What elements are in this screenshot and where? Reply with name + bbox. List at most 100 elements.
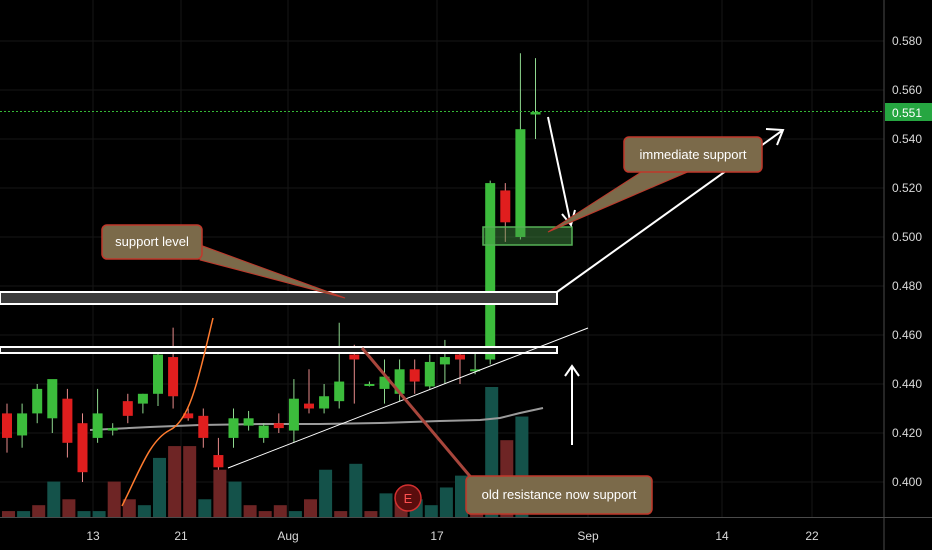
candle-body (319, 396, 330, 409)
candle-body (92, 413, 103, 438)
candle-body (47, 379, 58, 419)
volume-bar (288, 511, 302, 517)
y-tick-label: 0.580 (892, 34, 922, 48)
candle-body (228, 418, 239, 438)
candle-body (455, 354, 465, 360)
drawings (0, 116, 785, 507)
ma-path (89, 407, 544, 431)
candle-body (304, 403, 314, 409)
volume-bar (349, 463, 363, 517)
y-tick-label: 0.480 (892, 279, 922, 293)
y-tick-label: 0.520 (892, 181, 922, 195)
candle-body (122, 401, 133, 416)
y-tick-label: 0.500 (892, 230, 922, 244)
support-zone-lower (0, 346, 558, 354)
candle-body (243, 418, 254, 426)
candle-body (349, 354, 360, 360)
x-tick-label: 21 (174, 529, 188, 543)
old-resistance-box (465, 475, 653, 515)
y-tick-label: 0.400 (892, 475, 922, 489)
up-arrowhead (564, 364, 580, 377)
volume-bar (228, 481, 242, 517)
price-axis[interactable]: 0.400 0.420 0.440 0.460 0.480 0.500 0.520 0.540… (892, 34, 922, 489)
support-level-label: support level (115, 234, 189, 249)
support-zone-upper (0, 291, 558, 305)
candle-body (394, 369, 405, 394)
candle-body (379, 376, 390, 389)
volume-bar (47, 481, 61, 517)
volume-bar (243, 505, 257, 517)
candle-body (153, 354, 163, 394)
immediate-support-box (623, 136, 763, 173)
y-tick-label: 0.460 (892, 328, 922, 342)
volume-bar (32, 505, 46, 517)
projection-arrowhead (765, 128, 785, 146)
callout-old-resistance: old resistance now support (465, 475, 653, 515)
volume-bar (122, 499, 136, 517)
x-tick-label: 14 (715, 529, 729, 543)
volume-bar (2, 511, 15, 517)
candle-body (198, 415, 209, 438)
old-resistance-label: old resistance now support (482, 487, 637, 502)
candle-body (32, 388, 43, 414)
volume-bar (424, 505, 438, 517)
immediate-support-label: immediate support (640, 147, 747, 162)
volume-bar (319, 469, 333, 517)
earnings-marker[interactable]: E (394, 484, 422, 512)
candle-body (168, 357, 179, 397)
candle-body (515, 129, 526, 237)
candle-body (137, 393, 148, 404)
volume-bar (455, 475, 468, 517)
x-tick-label: 22 (805, 529, 819, 543)
candle-body (439, 357, 450, 365)
candles (2, 53, 541, 482)
last-price-box (885, 103, 932, 121)
support-level-box (101, 224, 203, 260)
volume-bar (334, 511, 348, 517)
pullback-arrow (547, 116, 572, 226)
volume-bar (198, 499, 212, 517)
volume-bar (77, 511, 91, 517)
candle-body (273, 423, 284, 429)
candle-body (288, 398, 299, 431)
candle-body (530, 112, 541, 115)
old-resistance-pointer (360, 347, 492, 501)
moving-average-line (89, 407, 544, 431)
volume-bar (304, 499, 317, 517)
candle-body (500, 190, 511, 223)
x-tick-label: Aug (277, 529, 298, 543)
x-tick-label: Sep (577, 529, 599, 543)
y-tick-label: 0.440 (892, 377, 922, 391)
candle-body (213, 455, 224, 468)
volume-bar (439, 487, 453, 517)
volume-bar (107, 481, 121, 517)
candle-body (183, 413, 194, 419)
candle-body (62, 398, 73, 443)
last-price-label: 0.551 (892, 106, 922, 120)
volume-bar (17, 511, 31, 517)
volume-bar (92, 511, 106, 517)
last-price-badge: 0.551 (885, 103, 932, 121)
candle-body (485, 183, 496, 360)
momentum-curve (121, 317, 214, 507)
volume-bar (137, 505, 151, 517)
candle-body (409, 369, 420, 382)
time-axis[interactable]: 13 21 Aug 17 Sep 14 22 (86, 529, 819, 543)
grid (0, 0, 884, 517)
earnings-circle[interactable] (394, 484, 422, 512)
candle-body (258, 425, 269, 438)
volume-bar (273, 505, 287, 517)
earnings-label: E (404, 491, 413, 506)
candle-body (470, 369, 481, 372)
y-tick-label: 0.560 (892, 83, 922, 97)
callout-support-level: support level (101, 224, 346, 299)
volume-bar (168, 446, 182, 517)
volume-bar (213, 469, 227, 517)
volume-bar (379, 493, 393, 517)
callout-immediate-support: immediate support (547, 136, 763, 233)
y-tick-label: 0.420 (892, 426, 922, 440)
x-tick-label: 17 (430, 529, 444, 543)
volume-bars (2, 387, 529, 517)
